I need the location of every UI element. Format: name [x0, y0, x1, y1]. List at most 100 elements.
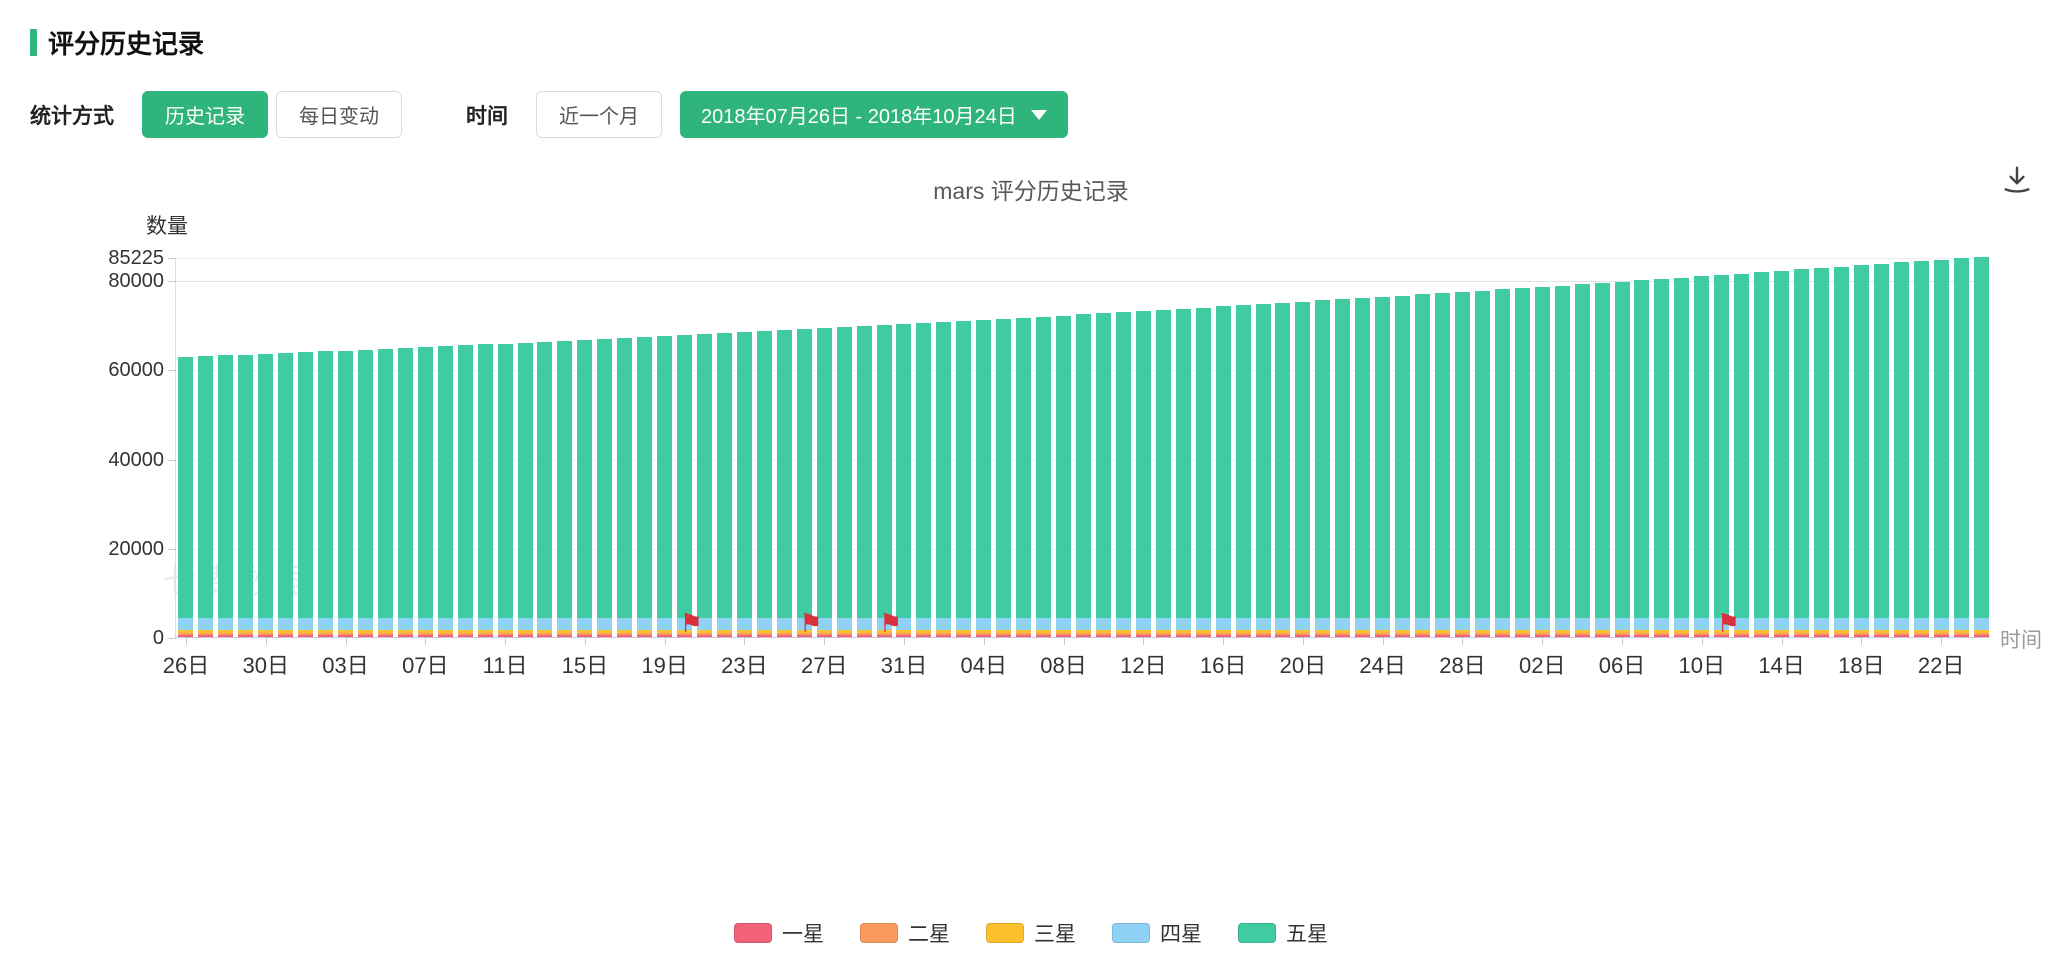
bar[interactable]	[178, 357, 194, 637]
flag-marker-icon[interactable]: ⚑	[1716, 608, 1741, 638]
bar[interactable]	[557, 340, 573, 637]
bar[interactable]	[1714, 274, 1730, 637]
bar[interactable]	[517, 342, 533, 637]
bar[interactable]	[1534, 286, 1550, 637]
bar[interactable]	[577, 339, 593, 637]
bar[interactable]	[956, 320, 972, 637]
bar[interactable]	[1614, 281, 1630, 637]
legend-item-一星[interactable]: 一星	[734, 918, 824, 948]
bar[interactable]	[1454, 291, 1470, 637]
bar[interactable]	[238, 354, 254, 637]
bar[interactable]	[1574, 284, 1590, 637]
bar[interactable]	[1893, 262, 1909, 637]
legend-item-四星[interactable]: 四星	[1112, 918, 1202, 948]
bar[interactable]	[1135, 311, 1151, 637]
download-icon[interactable]	[2000, 162, 2034, 196]
bar[interactable]	[637, 337, 653, 637]
history-record-button[interactable]: 历史记录	[142, 91, 268, 138]
bar[interactable]	[1933, 259, 1949, 637]
bar[interactable]	[716, 333, 732, 637]
bar[interactable]	[896, 324, 912, 637]
bar[interactable]	[1973, 257, 1989, 637]
bar[interactable]	[756, 331, 772, 637]
bar[interactable]	[377, 348, 393, 637]
bar[interactable]	[1913, 261, 1929, 637]
bar[interactable]	[1494, 289, 1510, 637]
bar[interactable]	[597, 338, 613, 637]
daily-change-button[interactable]: 每日变动	[276, 91, 402, 138]
bar[interactable]	[657, 336, 673, 637]
bar[interactable]	[1355, 298, 1371, 637]
bar[interactable]	[856, 326, 872, 637]
bar[interactable]	[1175, 308, 1191, 637]
bar[interactable]	[1076, 314, 1091, 637]
bar[interactable]	[1794, 269, 1810, 637]
bar[interactable]	[1953, 258, 1969, 637]
bar[interactable]	[318, 351, 334, 637]
bar[interactable]	[1415, 294, 1431, 637]
bar[interactable]	[836, 327, 852, 637]
bar[interactable]	[1215, 306, 1231, 637]
bar[interactable]	[697, 334, 713, 637]
bar[interactable]	[1115, 312, 1131, 637]
bar[interactable]	[1813, 268, 1829, 637]
legend-item-二星[interactable]: 二星	[860, 918, 950, 948]
bar[interactable]	[397, 347, 413, 637]
bar[interactable]	[1833, 266, 1849, 637]
bar[interactable]	[437, 346, 453, 637]
bar[interactable]	[916, 323, 932, 637]
bar[interactable]	[1375, 296, 1391, 637]
bar[interactable]	[537, 341, 553, 637]
bar[interactable]	[1554, 285, 1570, 637]
bar[interactable]	[198, 356, 214, 637]
bar[interactable]	[816, 328, 832, 637]
bar[interactable]	[1056, 315, 1072, 638]
bar[interactable]	[976, 319, 992, 637]
bar[interactable]	[278, 353, 294, 637]
legend-item-五星[interactable]: 五星	[1238, 918, 1328, 948]
bar[interactable]	[1395, 295, 1411, 637]
bar[interactable]	[876, 325, 892, 637]
bar[interactable]	[996, 318, 1012, 637]
bar[interactable]	[1694, 276, 1710, 637]
bar[interactable]	[1315, 300, 1331, 637]
bar[interactable]	[1275, 302, 1291, 637]
bar[interactable]	[1255, 304, 1271, 637]
bar[interactable]	[477, 344, 493, 637]
bar[interactable]	[258, 353, 274, 637]
bar[interactable]	[1774, 270, 1790, 637]
bar[interactable]	[1734, 273, 1750, 637]
bar[interactable]	[1335, 299, 1351, 637]
bar[interactable]	[796, 329, 812, 637]
bar[interactable]	[1594, 282, 1610, 637]
bar[interactable]	[1654, 278, 1670, 637]
bar[interactable]	[1036, 316, 1052, 637]
bar[interactable]	[1514, 288, 1530, 637]
bar[interactable]	[417, 347, 433, 637]
bar[interactable]	[776, 330, 792, 637]
bar[interactable]	[1016, 317, 1032, 637]
bar[interactable]	[1634, 280, 1650, 637]
bar[interactable]	[457, 345, 473, 637]
bar[interactable]	[298, 352, 314, 637]
bar[interactable]	[1873, 263, 1889, 637]
flag-marker-icon[interactable]: ⚑	[679, 608, 703, 638]
bar[interactable]	[1155, 309, 1171, 637]
bar[interactable]	[1195, 307, 1211, 637]
legend-item-三星[interactable]: 三星	[986, 918, 1076, 948]
flag-marker-icon[interactable]: ⚑	[799, 608, 823, 638]
flag-marker-icon[interactable]: ⚑	[879, 608, 903, 638]
bar[interactable]	[936, 322, 952, 637]
bar[interactable]	[1235, 305, 1251, 637]
bar[interactable]	[1853, 265, 1869, 637]
bar[interactable]	[1754, 272, 1770, 637]
bar[interactable]	[736, 332, 752, 637]
bar[interactable]	[1474, 290, 1490, 637]
bar[interactable]	[617, 338, 633, 637]
bar[interactable]	[677, 335, 693, 637]
bar[interactable]	[1435, 293, 1450, 637]
bar[interactable]	[357, 349, 373, 637]
bar[interactable]	[1295, 301, 1311, 637]
last-month-button[interactable]: 近一个月	[536, 91, 662, 138]
bar[interactable]	[218, 355, 234, 637]
